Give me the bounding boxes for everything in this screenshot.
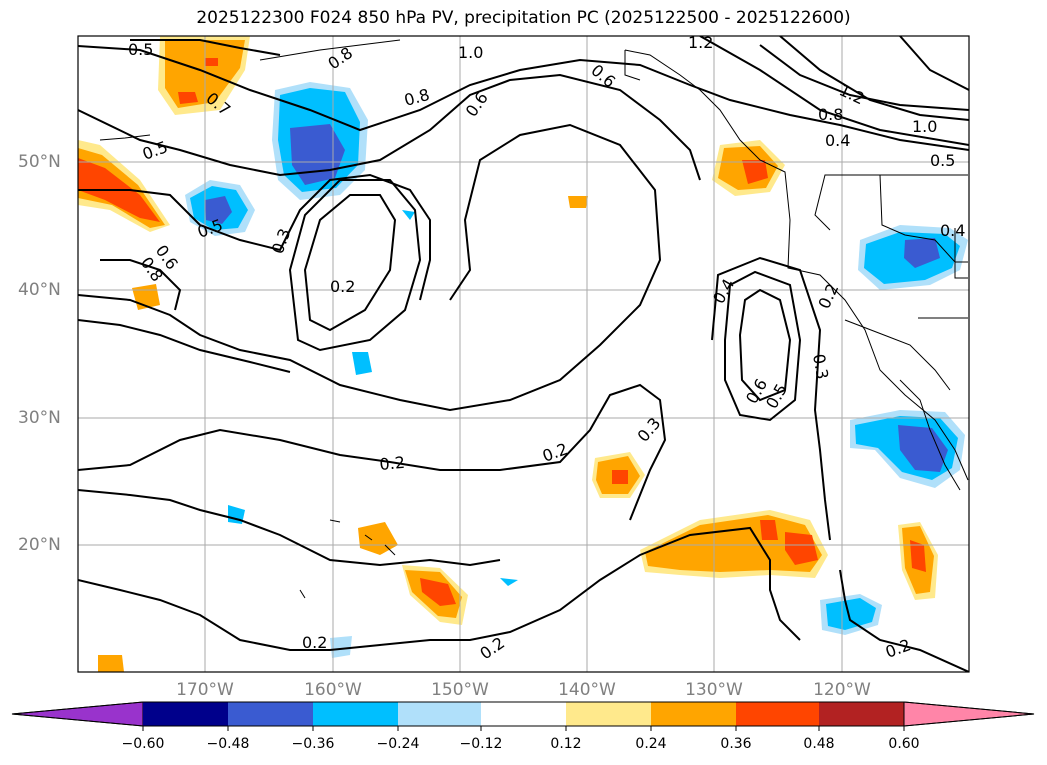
lat-label: 50°N <box>18 152 61 172</box>
lon-label: 150°W <box>431 680 489 700</box>
precip-blob <box>500 578 518 586</box>
precip-blob <box>785 532 818 565</box>
lat-label: 30°N <box>18 408 61 428</box>
precip-blob <box>352 352 372 375</box>
contour-label: 0.5 <box>128 40 153 59</box>
contour-label: 0.5 <box>930 151 955 170</box>
colorbar-swatch <box>819 702 904 726</box>
map-frame <box>77 35 970 673</box>
precip-blob <box>420 578 456 606</box>
contour-label: 1.2 <box>688 33 713 52</box>
contour-label: 0.4 <box>825 131 850 150</box>
precip-blob <box>358 522 398 555</box>
pv-contours <box>78 36 969 672</box>
lat-label: 40°N <box>18 280 61 300</box>
contour-label: 0.4 <box>940 221 965 240</box>
colorbar-tick-label: 0.24 <box>635 736 667 752</box>
lon-label: 170°W <box>176 680 234 700</box>
contour-label: 1.0 <box>458 43 483 62</box>
colorbar-swatch <box>736 702 819 726</box>
precip-shading <box>78 36 968 672</box>
colorbar-tick-label: 0.12 <box>550 736 582 752</box>
precip-blob <box>330 636 352 658</box>
precip-blob <box>898 425 948 472</box>
map-title: 2025122300 F024 850 hPa PV, precipitatio… <box>196 8 851 28</box>
contour-label: 1.0 <box>912 117 937 136</box>
lon-label: 160°W <box>304 680 362 700</box>
colorbar-tick-label: −0.36 <box>291 736 335 752</box>
precip-blob <box>205 58 218 66</box>
colorbar-swatch <box>313 702 398 726</box>
colorbar-swatch <box>11 701 144 727</box>
contour-label: 0.3 <box>809 352 832 380</box>
colorbar-swatch <box>651 702 736 726</box>
precip-blob <box>904 238 940 268</box>
colorbar-swatch <box>566 702 651 726</box>
lon-label: 140°W <box>558 680 616 700</box>
colorbar-tick-label: −0.24 <box>376 736 420 752</box>
colorbar-tick-label: 0.48 <box>803 736 835 752</box>
precip-blob <box>178 92 198 104</box>
colorbar-swatch <box>143 702 228 726</box>
precip-blob <box>205 196 232 224</box>
contour-label: 0.2 <box>330 277 355 296</box>
colorbar-swatch <box>228 702 313 726</box>
precip-blob <box>910 540 926 572</box>
colorbar-tick-label: 0.36 <box>720 736 752 752</box>
colorbar <box>11 701 1035 731</box>
contour-label: 0.8 <box>818 105 843 124</box>
colorbar-swatch <box>398 702 481 726</box>
contour-label: 0.2 <box>302 633 327 652</box>
colorbar-tick-label: −0.12 <box>459 736 503 752</box>
contour-label: 0.2 <box>379 453 406 474</box>
precip-blob <box>742 160 768 184</box>
lon-label: 120°W <box>813 680 871 700</box>
lat-label: 20°N <box>18 535 61 555</box>
colorbar-tick-label: −0.60 <box>121 736 165 752</box>
precip-blob <box>402 210 415 220</box>
graticule <box>78 36 969 672</box>
precip-blob <box>568 196 588 208</box>
precip-blob <box>612 470 628 484</box>
precip-blob <box>98 655 124 672</box>
colorbar-swatch <box>481 702 566 726</box>
precip-blob <box>645 515 822 572</box>
colorbar-tick-label: −0.48 <box>206 736 250 752</box>
lon-label: 130°W <box>685 680 743 700</box>
precip-blob <box>760 520 778 540</box>
colorbar-swatch <box>903 701 1035 727</box>
colorbar-tick-label: 0.60 <box>888 736 920 752</box>
precip-blob <box>826 598 876 630</box>
